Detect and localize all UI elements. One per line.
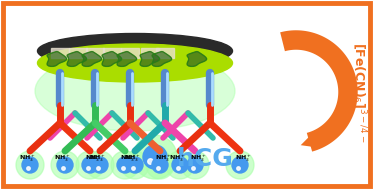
Text: NH$_3^+$: NH$_3^+$ <box>190 154 206 164</box>
Circle shape <box>232 157 248 173</box>
Ellipse shape <box>35 51 235 131</box>
Circle shape <box>133 135 177 179</box>
Circle shape <box>187 157 203 173</box>
Text: [Fe(CN)$_6$]$^{3-/4-}$: [Fe(CN)$_6$]$^{3-/4-}$ <box>349 42 367 142</box>
Bar <box>69 48 87 58</box>
Polygon shape <box>47 52 67 66</box>
Bar <box>103 48 121 58</box>
Circle shape <box>86 151 114 179</box>
Polygon shape <box>102 52 122 66</box>
Polygon shape <box>117 52 137 66</box>
Bar <box>141 48 159 58</box>
Circle shape <box>51 151 79 179</box>
Circle shape <box>22 157 38 173</box>
Circle shape <box>121 151 149 179</box>
Circle shape <box>127 157 143 173</box>
Polygon shape <box>140 52 160 66</box>
Polygon shape <box>152 52 172 66</box>
Text: NH$_3^+$: NH$_3^+$ <box>124 154 140 164</box>
Bar <box>51 48 69 58</box>
Circle shape <box>172 157 188 173</box>
Polygon shape <box>82 52 102 66</box>
Polygon shape <box>67 52 87 66</box>
Text: NH$_3^+$: NH$_3^+$ <box>235 154 251 164</box>
Bar <box>121 48 139 58</box>
Ellipse shape <box>38 33 232 68</box>
Circle shape <box>152 157 168 173</box>
Circle shape <box>82 157 98 173</box>
Circle shape <box>117 157 133 173</box>
Circle shape <box>166 151 194 179</box>
Circle shape <box>92 157 108 173</box>
Circle shape <box>111 151 139 179</box>
Text: NH$_3^+$: NH$_3^+$ <box>155 154 171 164</box>
Polygon shape <box>187 52 207 66</box>
Text: NH$_3^+$: NH$_3^+$ <box>169 154 185 164</box>
Text: NH$_3^+$: NH$_3^+$ <box>54 154 70 164</box>
Circle shape <box>146 151 174 179</box>
Text: NH$_3^+$: NH$_3^+$ <box>120 154 136 164</box>
Circle shape <box>226 151 254 179</box>
Text: NH$_3^+$: NH$_3^+$ <box>85 154 101 164</box>
Text: NH$_3^+$: NH$_3^+$ <box>89 154 105 164</box>
Bar <box>86 48 104 58</box>
Circle shape <box>76 151 104 179</box>
Circle shape <box>181 151 209 179</box>
Circle shape <box>143 145 167 169</box>
Circle shape <box>57 157 73 173</box>
Text: hCG: hCG <box>176 147 233 171</box>
Bar <box>156 48 174 58</box>
Circle shape <box>16 151 44 179</box>
Ellipse shape <box>38 44 232 82</box>
Text: NH$_3^+$: NH$_3^+$ <box>19 154 35 164</box>
